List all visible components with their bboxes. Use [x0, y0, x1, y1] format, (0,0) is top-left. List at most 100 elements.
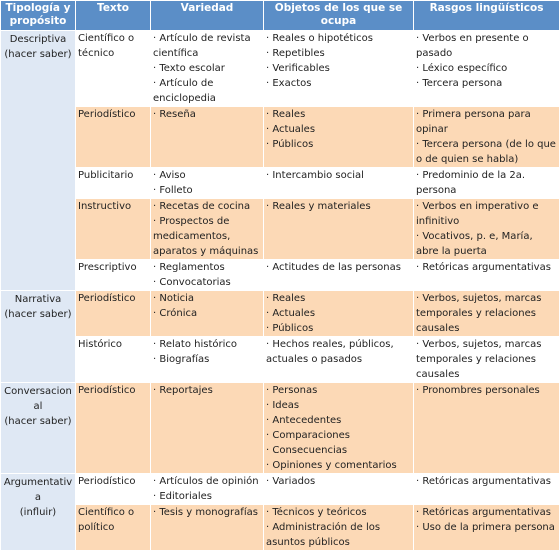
- rasgos-item: · Verbos en imperativo e infinitivo: [416, 199, 557, 229]
- objetos-cell: · Reales y materiales: [264, 199, 414, 260]
- texto-cell: Publicitario: [76, 168, 151, 199]
- objetos-item: · Verificables: [266, 61, 411, 76]
- objetos-item: · Comparaciones: [266, 428, 411, 443]
- variedad-item: · Aviso: [153, 168, 261, 183]
- rasgos-item: · Tercera persona (de lo que o de quien …: [416, 137, 557, 167]
- texto-line: Científico o: [78, 31, 148, 46]
- header-row: Tipología y propósito Texto Variedad Obj…: [1, 1, 559, 31]
- rasgos-cell: · Retóricas argumentativas: [414, 260, 559, 291]
- objetos-item: · Administración de los asuntos públicos: [266, 520, 411, 550]
- texto-cell: Periodístico: [76, 474, 151, 505]
- variedad-cell: · Tesis y monografías: [151, 505, 264, 551]
- objetos-item: · Repetibles: [266, 46, 411, 61]
- objetos-item: · Personas: [266, 383, 411, 398]
- objetos-item: · Públicos: [266, 137, 411, 152]
- rasgos-cell: · Predominio de la 2a. persona: [414, 168, 559, 199]
- tipologia-name: Argumentativa: [3, 475, 73, 505]
- header-rasgos: Rasgos lingüísticos: [414, 1, 559, 31]
- table-row: Narrativa (hacer saber) Periodístico · N…: [1, 291, 559, 337]
- tipologia-name: Narrativa: [3, 292, 73, 307]
- table-row: Publicitario · Aviso · Folleto · Interca…: [1, 168, 559, 199]
- rasgos-item: · Predominio de la 2a. persona: [416, 168, 557, 198]
- texto-cell: Instructivo: [76, 199, 151, 260]
- rasgos-cell: · Verbos en presente o pasado · Léxico e…: [414, 31, 559, 107]
- texto-cell: Científico o político: [76, 505, 151, 551]
- variedad-cell: · Relato histórico · Biografías: [151, 337, 264, 383]
- variedad-item: · Convocatorias: [153, 275, 261, 290]
- objetos-item: · Consecuencias: [266, 443, 411, 458]
- variedad-item: · Texto escolar: [153, 61, 261, 76]
- variedad-cell: · Aviso · Folleto: [151, 168, 264, 199]
- table-row: Científico o político · Tesis y monograf…: [1, 505, 559, 551]
- variedad-item: · Reglamentos: [153, 260, 261, 275]
- variedad-cell: · Reseña: [151, 107, 264, 168]
- objetos-cell: · Hechos reales, públicos, actuales o pa…: [264, 337, 414, 383]
- variedad-item: · Crónica: [153, 306, 261, 321]
- rasgos-item: · Primera persona para opinar: [416, 107, 557, 137]
- variedad-item: · Artículo de enciclopedia: [153, 76, 261, 106]
- texto-line: Publicitario: [78, 168, 148, 183]
- objetos-item: · Públicos: [266, 321, 411, 336]
- variedad-item: · Prospectos de medicamentos, aparatos y…: [153, 214, 261, 259]
- tipologia-cell: Conversacional (hacer saber): [1, 383, 76, 474]
- variedad-item: · Tesis y monografías: [153, 505, 261, 520]
- header-variedad: Variedad: [151, 1, 264, 31]
- rasgos-cell: · Pronombres personales: [414, 383, 559, 474]
- texto-cell: Periodístico: [76, 107, 151, 168]
- texto-line: Instructivo: [78, 199, 148, 214]
- objetos-item: · Reales: [266, 107, 411, 122]
- objetos-cell: · Técnicos y teóricos · Administración d…: [264, 505, 414, 551]
- table-row: Instructivo · Recetas de cocina · Prospe…: [1, 199, 559, 260]
- texto-line: Científico o: [78, 505, 148, 520]
- texto-line: Periodístico: [78, 107, 148, 122]
- rasgos-cell: · Verbos en imperativo e infinitivo · Vo…: [414, 199, 559, 260]
- objetos-cell: · Intercambio social: [264, 168, 414, 199]
- objetos-item: · Exactos: [266, 76, 411, 91]
- objetos-item: · Hechos reales, públicos, actuales o pa…: [266, 337, 411, 367]
- tipologia-purpose: (hacer saber): [3, 307, 73, 322]
- rasgos-cell: · Retóricas argumentativas: [414, 474, 559, 505]
- objetos-item: · Reales o hipotéticos: [266, 31, 411, 46]
- variedad-cell: · Noticia · Crónica: [151, 291, 264, 337]
- variedad-item: · Artículo de revista científica: [153, 31, 261, 61]
- table-row: Argumentativa (influir) Periodístico · A…: [1, 474, 559, 505]
- texto-cell: Histórico: [76, 337, 151, 383]
- tipologia-purpose: (hacer saber): [3, 47, 73, 62]
- variedad-cell: · Reglamentos · Convocatorias: [151, 260, 264, 291]
- table-row: Prescriptivo · Reglamentos · Convocatori…: [1, 260, 559, 291]
- rasgos-item: · Verbos, sujetos, marcas temporales y r…: [416, 337, 557, 382]
- variedad-item: · Relato histórico: [153, 337, 261, 352]
- rasgos-item: · Retóricas argumentativas: [416, 505, 557, 520]
- objetos-item: · Reales: [266, 291, 411, 306]
- variedad-cell: · Reportajes: [151, 383, 264, 474]
- rasgos-item: · Retóricas argumentativas: [416, 260, 557, 275]
- texto-line: Prescriptivo: [78, 260, 148, 275]
- rasgos-item: · Pronombres personales: [416, 383, 557, 398]
- variedad-item: · Noticia: [153, 291, 261, 306]
- objetos-item: · Reales y materiales: [266, 199, 411, 214]
- header-texto: Texto: [76, 1, 151, 31]
- texto-cell: Periodístico: [76, 291, 151, 337]
- objetos-item: · Antecedentes: [266, 413, 411, 428]
- texto-line: político: [78, 520, 148, 535]
- tipologia-name: Descriptiva: [3, 32, 73, 47]
- variedad-item: · Artículos de opinión: [153, 474, 261, 489]
- tipologia-cell: Argumentativa (influir): [1, 474, 76, 551]
- objetos-item: · Técnicos y teóricos: [266, 505, 411, 520]
- rasgos-cell: · Primera persona para opinar · Tercera …: [414, 107, 559, 168]
- variedad-cell: · Artículos de opinión · Editoriales: [151, 474, 264, 505]
- variedad-item: · Folleto: [153, 183, 261, 198]
- objetos-item: · Actuales: [266, 122, 411, 137]
- texto-cell: Científico o técnico: [76, 31, 151, 107]
- variedad-item: · Recetas de cocina: [153, 199, 261, 214]
- table-row: Histórico · Relato histórico · Biografía…: [1, 337, 559, 383]
- objetos-item: · Ideas: [266, 398, 411, 413]
- tipologia-cell: Narrativa (hacer saber): [1, 291, 76, 383]
- rasgos-item: · Retóricas argumentativas: [416, 474, 557, 489]
- texto-cell: Prescriptivo: [76, 260, 151, 291]
- texto-line: técnico: [78, 46, 148, 61]
- variedad-item: · Biografías: [153, 352, 261, 367]
- table-body: Descriptiva (hacer saber) Científico o t…: [1, 31, 559, 551]
- objetos-cell: · Reales · Actuales · Públicos: [264, 291, 414, 337]
